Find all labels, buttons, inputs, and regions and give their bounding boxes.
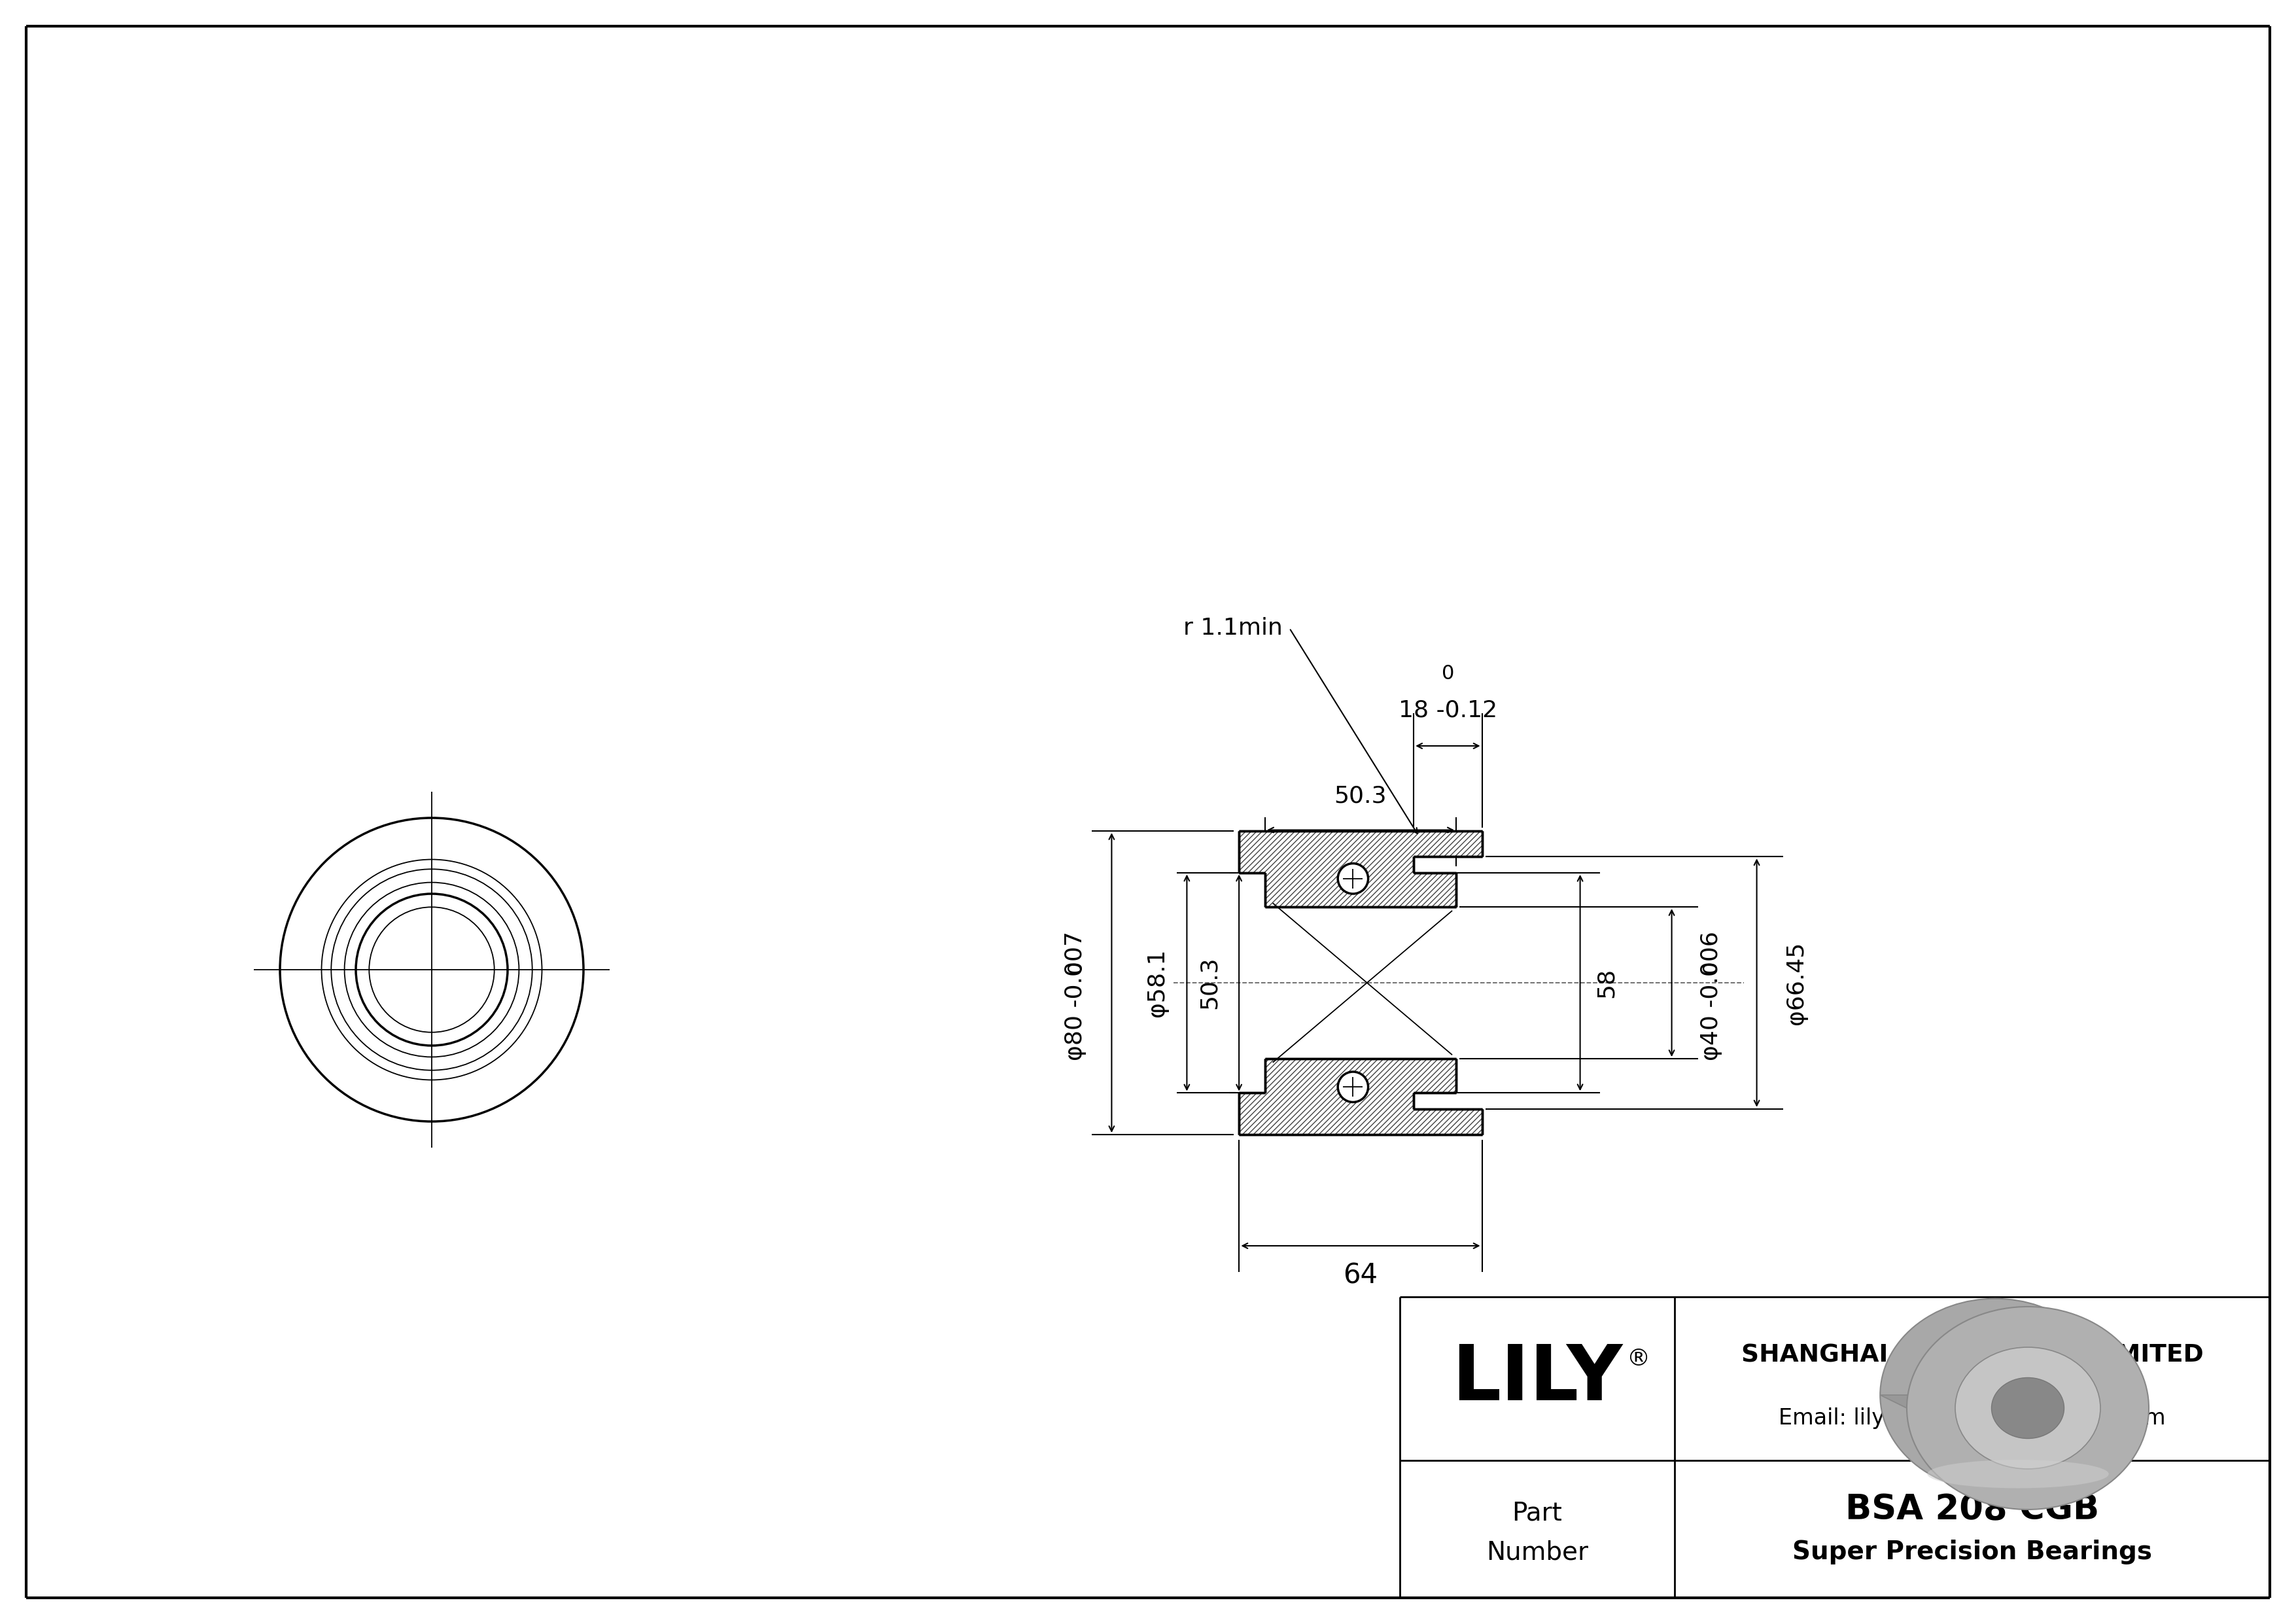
Text: Super Precision Bearings: Super Precision Bearings [1793,1540,2151,1564]
Text: 18 -0.12: 18 -0.12 [1398,698,1497,721]
Text: 58: 58 [1596,968,1616,997]
Circle shape [1339,864,1368,893]
Text: 0: 0 [1701,960,1720,973]
Polygon shape [1240,1059,1481,1135]
Polygon shape [1880,1395,2149,1408]
Text: φ66.45: φ66.45 [1784,940,1807,1025]
Text: ®: ® [1628,1348,1651,1371]
Polygon shape [1880,1395,2149,1408]
Text: 50.3: 50.3 [1199,957,1221,1009]
Ellipse shape [1926,1460,2108,1488]
Circle shape [1339,1072,1368,1103]
Text: BSA 208 CGB: BSA 208 CGB [1846,1492,2099,1527]
Text: Email: lilybearing@lily-bearing.com: Email: lilybearing@lily-bearing.com [1779,1406,2165,1429]
Text: Number: Number [1486,1540,1589,1564]
Ellipse shape [1906,1307,2149,1509]
Polygon shape [1240,831,1481,906]
Text: SHANGHAI LILY BEARING LIMITED: SHANGHAI LILY BEARING LIMITED [1740,1345,2204,1367]
Text: 0: 0 [1442,664,1453,684]
Text: φ40 -0.006: φ40 -0.006 [1699,931,1722,1060]
Text: 64: 64 [1343,1262,1378,1289]
Text: Part: Part [1513,1501,1561,1525]
Text: 50.3: 50.3 [1334,784,1387,807]
Text: r 1.1min: r 1.1min [1182,617,1283,640]
Ellipse shape [1956,1348,2101,1470]
Text: φ58.1: φ58.1 [1146,948,1169,1017]
Text: φ80 -0.007: φ80 -0.007 [1065,931,1086,1060]
Text: LILY: LILY [1451,1341,1623,1416]
Ellipse shape [1991,1377,2064,1439]
Text: 0: 0 [1065,960,1086,973]
Ellipse shape [1880,1299,2110,1491]
